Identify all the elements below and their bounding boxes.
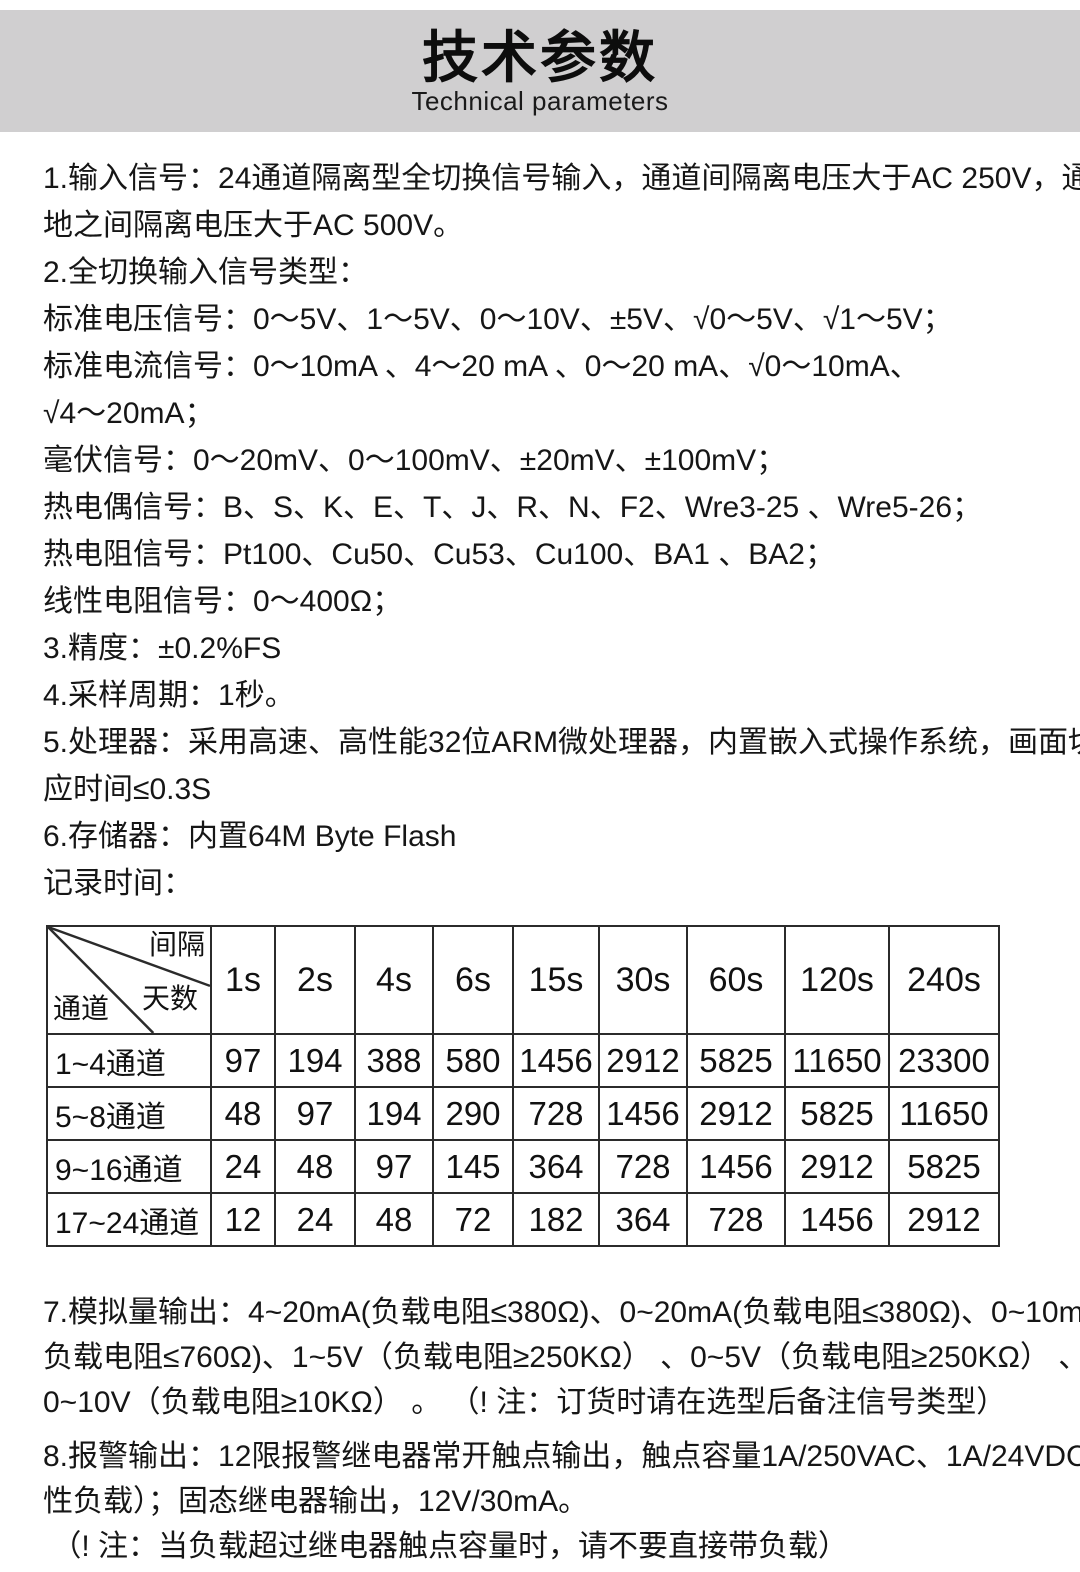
- spec-line: 标准电压信号：0～5V、1～5V、0～10V、±5V、√0～5V、√1～5V；: [43, 303, 953, 336]
- channel-range-label: 17~24通道: [46, 1192, 212, 1247]
- diagonal-divider-lines: [49, 928, 209, 1032]
- page-subtitle: Technical parameters: [411, 86, 669, 116]
- spec-line: 0~10V（负载电阻≥10KΩ） 。 （! 注：订货时请在选型后备注信号类型）: [43, 1386, 1007, 1419]
- page-title: 技术参数: [422, 26, 658, 89]
- spec-line: 1.输入信号：24通道隔离型全切换信号输入，通道间隔离电压大于AC 250V，通…: [43, 162, 1080, 195]
- spec-line: 5.处理器：采用高速、高性能32位ARM微处理器，内置嵌入式操作系统，画面切换响: [43, 726, 1080, 759]
- interval-header-cell: 30s: [598, 925, 688, 1035]
- spec-line: 记录时间：: [43, 867, 193, 900]
- record-days-cell: 23300: [888, 1033, 1000, 1088]
- record-days-cell: 97: [210, 1033, 276, 1088]
- record-days-cell: 11650: [888, 1086, 1000, 1141]
- record-days-cell: 24: [210, 1139, 276, 1194]
- channel-range-label: 9~16通道: [46, 1139, 212, 1194]
- record-days-cell: 72: [432, 1192, 514, 1247]
- channel-range-label: 5~8通道: [46, 1086, 212, 1141]
- record-days-cell: 728: [512, 1086, 600, 1141]
- record-days-cell: 5825: [888, 1139, 1000, 1194]
- spec-line: 毫伏信号：0～20mV、0～100mV、±20mV、±100mV；: [43, 444, 787, 477]
- record-days-cell: 194: [274, 1033, 356, 1088]
- spec-line: （! 注：当负载超过继电器触点容量时，请不要直接带负载）: [43, 1530, 849, 1563]
- record-days-cell: 2912: [598, 1033, 688, 1088]
- record-days-cell: 364: [598, 1192, 688, 1247]
- record-days-cell: 97: [354, 1139, 434, 1194]
- interval-header-cell: 240s: [888, 925, 1000, 1035]
- spec-line: 7.模拟量输出：4~20mA(负载电阻≤380Ω)、0~20mA(负载电阻≤38…: [43, 1296, 1080, 1329]
- corner-label-channel: 通道: [53, 993, 110, 1024]
- spec-line: √4～20mA；: [43, 397, 215, 430]
- table-row: 1~4通道 97 194 388 580 1456 2912 5825 11650 23300: [46, 1033, 1000, 1088]
- specs-after-table: 7.模拟量输出：4~20mA(负载电阻≤380Ω)、0~20mA(负载电阻≤38…: [43, 1290, 1080, 1569]
- interval-header-cell: 4s: [354, 925, 434, 1035]
- corner-label-interval: 间隔: [148, 929, 205, 960]
- record-days-cell: 1456: [784, 1192, 890, 1247]
- record-days-cell: 48: [354, 1192, 434, 1247]
- table-corner-cell: 间隔 天数 通道: [46, 925, 212, 1035]
- corner-label-days: 天数: [141, 983, 198, 1014]
- record-days-cell: 97: [274, 1086, 356, 1141]
- spec-line: 4.采样周期：1秒。: [43, 679, 295, 712]
- record-days-cell: 1456: [512, 1033, 600, 1088]
- interval-header-cell: 2s: [274, 925, 356, 1035]
- record-days-cell: 2912: [888, 1192, 1000, 1247]
- spec-line: 线性电阻信号：0～400Ω；: [43, 585, 403, 618]
- spec-line: 标准电流信号：0～10mA 、4～20 mA 、0～20 mA、√0～10mA、: [43, 350, 920, 383]
- spec-line: 负载电阻≤760Ω)、1~5V（负载电阻≥250KΩ） 、0~5V（负载电阻≥2…: [43, 1341, 1080, 1374]
- table-header-row: 间隔 天数 通道 1s 2s 4s 6s 15s 30s 60s 120s 240s: [46, 925, 1000, 1035]
- table-row: 5~8通道 48 97 194 290 728 1456 2912 5825 11650: [46, 1086, 1000, 1141]
- spec-line: 8.报警输出：12限报警继电器常开触点输出，触点容量1A/250VAC、1A/2…: [43, 1440, 1080, 1473]
- table-row: 17~24通道 12 24 48 72 182 364 728 1456 2912: [46, 1192, 1000, 1247]
- spec-line: 2.全切换输入信号类型：: [43, 256, 369, 289]
- channel-range-label: 1~4通道: [46, 1033, 212, 1088]
- record-time-table: 间隔 天数 通道 1s 2s 4s 6s 15s 30s 60s 120s 240s 1~4通道…: [46, 925, 1000, 1247]
- record-days-cell: 290: [432, 1086, 514, 1141]
- record-days-cell: 388: [354, 1033, 434, 1088]
- specs-before-table: 1.输入信号：24通道隔离型全切换信号输入，通道间隔离电压大于AC 250V，通…: [43, 155, 1080, 907]
- spec-line: 性负载）；固态继电器输出，12V/30mA。: [43, 1485, 589, 1518]
- interval-header-cell: 6s: [432, 925, 514, 1035]
- record-days-cell: 2912: [686, 1086, 786, 1141]
- spec-line: 3.精度：±0.2%FS: [43, 632, 282, 665]
- record-days-cell: 2912: [784, 1139, 890, 1194]
- record-days-cell: 1456: [598, 1086, 688, 1141]
- spec-line: 热电偶信号：B、S、K、E、T、J、R、N、F2、Wre3-25 、Wre5-2…: [43, 491, 983, 524]
- record-days-cell: 728: [598, 1139, 688, 1194]
- record-days-cell: 728: [686, 1192, 786, 1247]
- record-days-cell: 5825: [784, 1086, 890, 1141]
- record-days-cell: 12: [210, 1192, 276, 1247]
- record-days-cell: 5825: [686, 1033, 786, 1088]
- record-days-cell: 194: [354, 1086, 434, 1141]
- record-days-cell: 11650: [784, 1033, 890, 1088]
- header-band: 技术参数 Technical parameters: [0, 10, 1080, 132]
- record-days-cell: 24: [274, 1192, 356, 1247]
- spec-line: 6.存储器：内置64M Byte Flash: [43, 820, 457, 853]
- record-days-cell: 580: [432, 1033, 514, 1088]
- record-days-cell: 145: [432, 1139, 514, 1194]
- record-days-cell: 48: [210, 1086, 276, 1141]
- spec-line: 应时间≤0.3S: [43, 773, 212, 806]
- interval-header-cell: 15s: [512, 925, 600, 1035]
- record-days-cell: 364: [512, 1139, 600, 1194]
- interval-header-cell: 60s: [686, 925, 786, 1035]
- record-days-cell: 48: [274, 1139, 356, 1194]
- interval-header-cell: 120s: [784, 925, 890, 1035]
- interval-header-cell: 1s: [210, 925, 276, 1035]
- record-days-cell: 182: [512, 1192, 600, 1247]
- table-body: 1~4通道 97 194 388 580 1456 2912 5825 11650 23300 5~…: [46, 1033, 1000, 1247]
- record-days-cell: 1456: [686, 1139, 786, 1194]
- spec-line: 热电阻信号：Pt100、Cu50、Cu53、Cu100、BA1 、BA2；: [43, 538, 835, 571]
- table-row: 9~16通道 24 48 97 145 364 728 1456 2912 5825: [46, 1139, 1000, 1194]
- spec-line: 地之间隔离电压大于AC 500V。: [43, 209, 464, 242]
